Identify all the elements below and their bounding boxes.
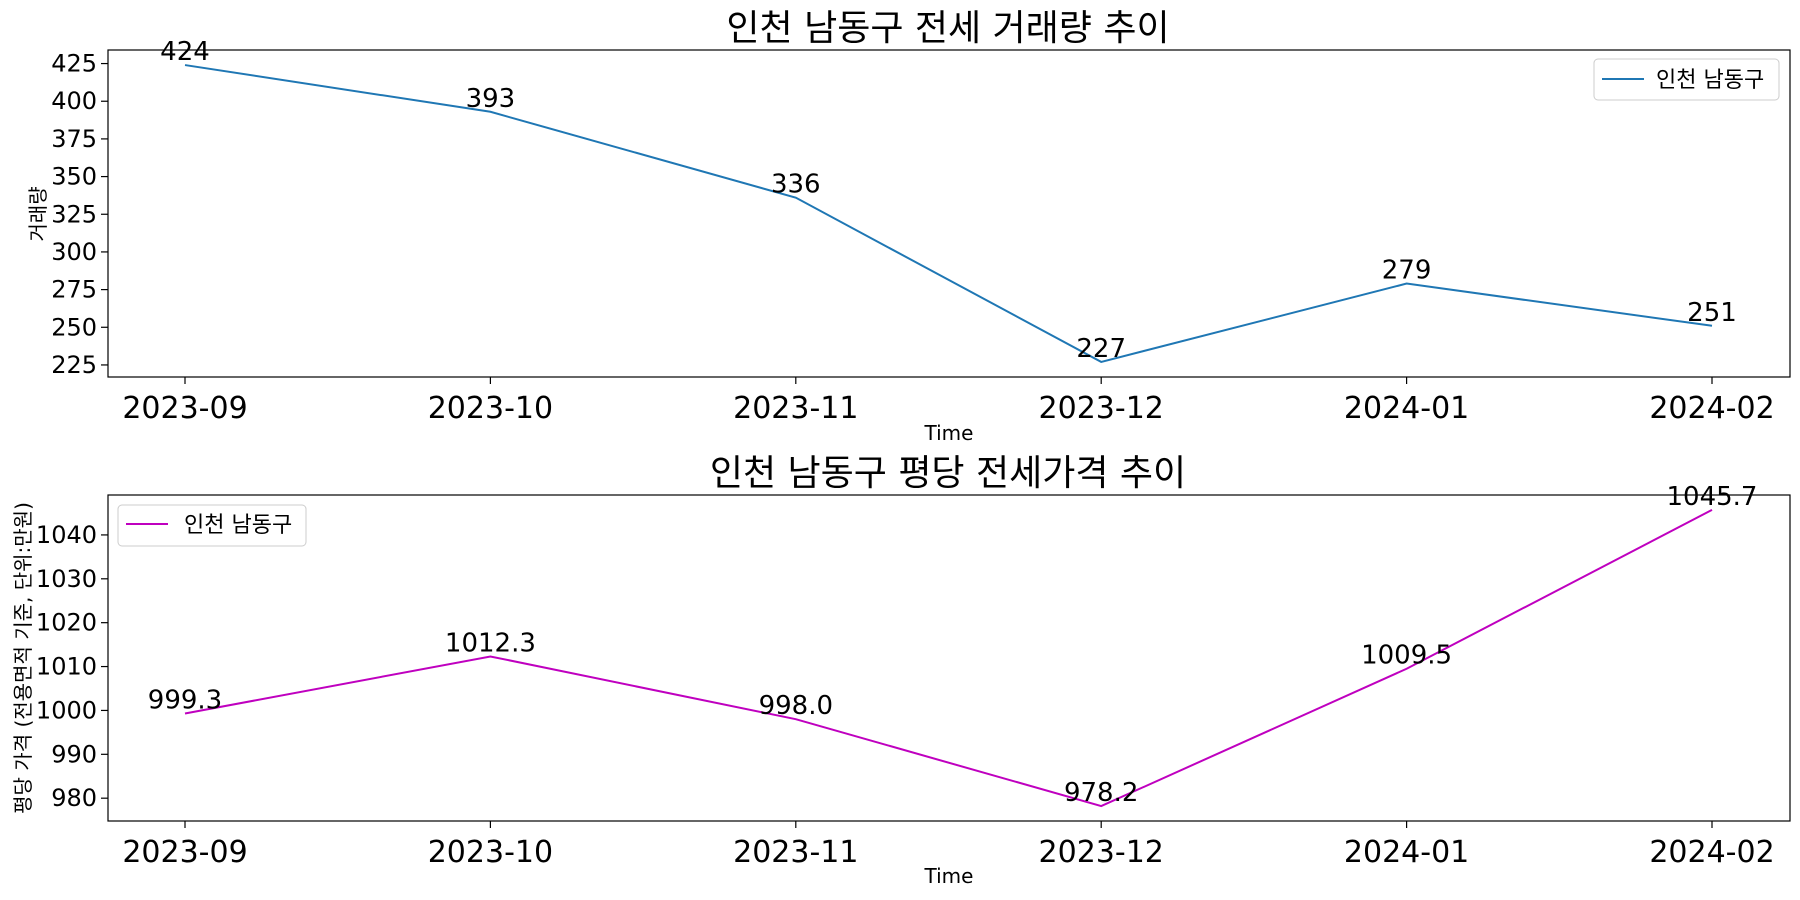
plot-area-frame [107, 49, 1791, 378]
x-axis: 2023-09 2023-10 2023-11 2023-12 2024-01 2024-… [122, 377, 1775, 426]
x-tick-label: 2023-11 [733, 391, 858, 426]
plot-area-frame [107, 494, 1791, 822]
x-tick-label: 2024-02 [1649, 835, 1774, 870]
y-tick-label: 250 [51, 313, 97, 341]
data-label: 227 [1076, 334, 1126, 364]
y-axis-label: 평당 가격 (전용면적 기준, 단위:만원) [11, 502, 35, 814]
x-tick-label: 2023-10 [428, 835, 553, 870]
y-tick-label: 300 [51, 238, 97, 266]
x-tick-label: 2024-02 [1649, 391, 1774, 426]
y-tick-label: 275 [51, 276, 97, 304]
y-tick-label: 375 [51, 125, 97, 153]
y-axis: 980 990 1000 1010 1020 1030 1040 [36, 521, 108, 812]
y-tick-label: 1040 [36, 521, 97, 549]
legend-box [117, 504, 307, 547]
data-labels: 999.3 1012.3 998.0 978.2 1009.5 1045.7 [148, 482, 1758, 808]
data-label: 251 [1687, 298, 1737, 328]
series-line [184, 509, 1713, 808]
x-tick-label: 2024-01 [1344, 835, 1469, 870]
data-label: 336 [771, 170, 821, 200]
y-axis-label: 거래량 [26, 186, 50, 241]
legend-entry: 인천 남동구 [184, 513, 292, 538]
y-tick-label: 425 [51, 50, 97, 78]
y-tick-label: 400 [51, 87, 97, 115]
data-label: 998.0 [759, 691, 833, 721]
data-label: 978.2 [1064, 778, 1138, 808]
y-tick-label: 1020 [36, 609, 97, 637]
chart-title: 인천 남동구 전세 거래량 추이 [726, 8, 1169, 49]
y-tick-label: 225 [51, 351, 97, 379]
data-label: 1012.3 [445, 628, 536, 658]
y-tick-label: 350 [51, 163, 97, 191]
data-label: 279 [1382, 256, 1432, 286]
series-line [184, 64, 1713, 363]
price-per-pyeong-chart: 인천 남동구 평당 전세가격 추이 980 990 1000 1010 1020 1030… [11, 453, 1791, 888]
x-tick-label: 2023-12 [1039, 391, 1164, 426]
x-tick-label: 2023-09 [122, 835, 247, 870]
y-tick-label: 980 [51, 784, 97, 812]
y-tick-label: 1030 [36, 565, 97, 593]
data-label: 1009.5 [1361, 641, 1452, 671]
data-label: 393 [466, 84, 516, 114]
legend: 인천 남동구 [117, 504, 307, 547]
data-labels: 424 393 336 227 279 251 [160, 37, 1737, 364]
data-label: 424 [160, 37, 210, 67]
legend-entry: 인천 남동구 [1656, 68, 1764, 93]
x-axis-label: Time [924, 421, 974, 445]
x-axis-label: Time [924, 864, 974, 888]
transaction-volume-chart: 인천 남동구 전세 거래량 추이 225 250 275 300 325 350 375 40… [26, 8, 1791, 445]
legend-box [1593, 58, 1780, 101]
x-tick-label: 2024-01 [1344, 391, 1469, 426]
x-axis: 2023-09 2023-10 2023-11 2023-12 2024-01 2024-… [122, 821, 1775, 870]
y-tick-label: 1000 [36, 696, 97, 724]
x-tick-label: 2023-09 [122, 391, 247, 426]
y-tick-label: 1010 [36, 653, 97, 681]
data-label: 1045.7 [1667, 482, 1758, 512]
x-tick-label: 2023-11 [733, 835, 858, 870]
y-tick-label: 990 [51, 740, 97, 768]
data-label: 999.3 [148, 686, 222, 716]
x-tick-label: 2023-10 [428, 391, 553, 426]
y-tick-label: 325 [51, 200, 97, 228]
chart-title: 인천 남동구 평당 전세가격 추이 [710, 453, 1186, 494]
x-tick-label: 2023-12 [1039, 835, 1164, 870]
legend: 인천 남동구 [1593, 58, 1780, 101]
y-axis: 225 250 275 300 325 350 375 400 425 [51, 50, 108, 379]
